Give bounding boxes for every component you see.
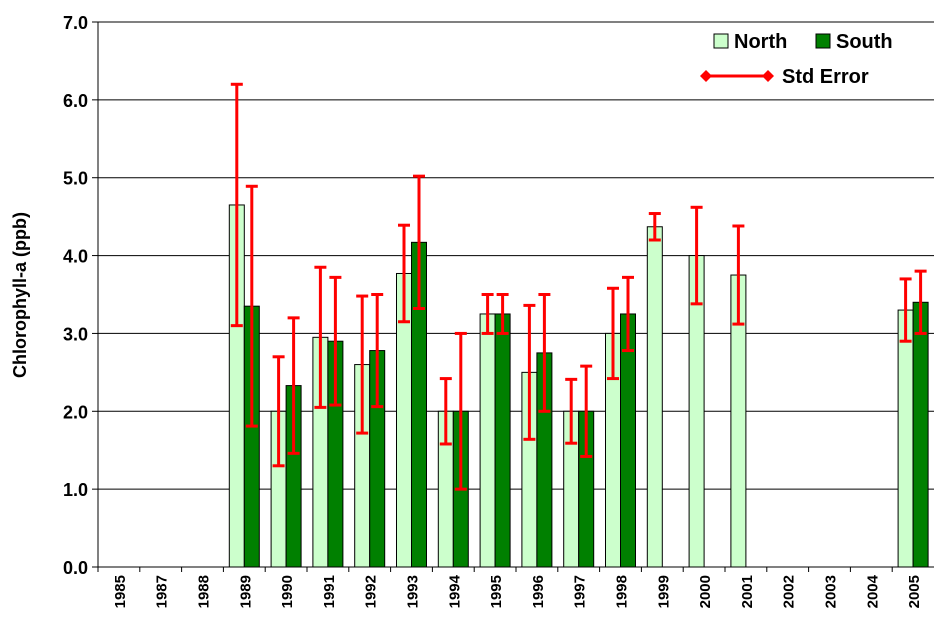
error-bar bbox=[329, 275, 342, 407]
legend-label: North bbox=[734, 31, 787, 53]
y-tick-label: 0.0 bbox=[63, 558, 88, 578]
error-bar bbox=[899, 277, 912, 343]
x-tick-label: 1997 bbox=[572, 575, 589, 608]
error-bar bbox=[523, 303, 536, 441]
bar bbox=[494, 313, 511, 568]
error-bar bbox=[622, 275, 634, 353]
bar bbox=[646, 226, 663, 568]
x-tick-label: 2004 bbox=[864, 574, 881, 608]
error-bar bbox=[356, 294, 369, 435]
legend-swatch bbox=[713, 33, 729, 49]
y-tick-label: 1.0 bbox=[63, 480, 88, 500]
legend-error-marker bbox=[762, 70, 774, 82]
error-bar bbox=[413, 174, 425, 311]
error-bar bbox=[371, 293, 384, 409]
error-bar bbox=[287, 316, 300, 455]
x-tick-label: 2002 bbox=[781, 575, 798, 608]
bar bbox=[479, 313, 496, 568]
error-bar bbox=[565, 377, 578, 445]
error-bar bbox=[538, 293, 551, 413]
x-tick-label: 2000 bbox=[697, 575, 714, 608]
bar bbox=[897, 309, 914, 568]
error-bar bbox=[481, 293, 494, 335]
x-tick-label: 1988 bbox=[196, 575, 213, 608]
error-bar bbox=[230, 82, 243, 328]
x-tick-label: 1989 bbox=[237, 575, 254, 608]
error-bar bbox=[607, 286, 619, 381]
legend-error-marker bbox=[700, 70, 712, 82]
x-tick-label: 1992 bbox=[363, 575, 380, 608]
error-bar bbox=[454, 331, 467, 491]
error-bar bbox=[398, 223, 410, 324]
legend-label: South bbox=[836, 31, 893, 53]
error-bar bbox=[314, 265, 327, 409]
y-tick-label: 4.0 bbox=[63, 247, 88, 267]
error-bar bbox=[245, 184, 258, 428]
error-bar bbox=[690, 205, 703, 306]
y-tick-label: 3.0 bbox=[63, 324, 88, 344]
error-bar bbox=[580, 364, 593, 458]
bar bbox=[912, 301, 929, 568]
y-tick-label: 2.0 bbox=[63, 402, 88, 422]
x-tick-label: 1987 bbox=[154, 575, 171, 608]
x-tick-label: 1993 bbox=[405, 575, 422, 608]
x-tick-label: 2005 bbox=[906, 575, 923, 608]
legend-label: Std Error bbox=[782, 66, 869, 88]
error-bar bbox=[914, 269, 927, 335]
legend-box bbox=[706, 24, 924, 96]
error-bar bbox=[496, 293, 509, 335]
error-bar bbox=[732, 224, 745, 326]
x-tick-label: 1985 bbox=[112, 575, 129, 608]
x-tick-label: 1998 bbox=[614, 575, 631, 608]
x-tick-label: 1990 bbox=[279, 575, 296, 608]
error-bar bbox=[439, 377, 452, 446]
x-tick-label: 1996 bbox=[530, 575, 547, 608]
legend-swatch bbox=[815, 33, 831, 49]
x-tick-label: 1994 bbox=[446, 574, 463, 608]
y-axis-label: Chlorophyll-a (ppb) bbox=[10, 212, 30, 378]
x-tick-label: 2001 bbox=[739, 575, 756, 608]
y-tick-label: 6.0 bbox=[63, 91, 88, 111]
y-tick-label: 5.0 bbox=[63, 169, 88, 189]
x-tick-label: 1995 bbox=[488, 575, 505, 608]
error-bar bbox=[648, 212, 661, 242]
error-bar bbox=[272, 355, 285, 468]
x-tick-label: 1999 bbox=[655, 575, 672, 608]
x-tick-label: 1991 bbox=[321, 575, 338, 608]
x-tick-label: 2003 bbox=[823, 575, 840, 608]
y-tick-label: 7.0 bbox=[63, 13, 88, 33]
